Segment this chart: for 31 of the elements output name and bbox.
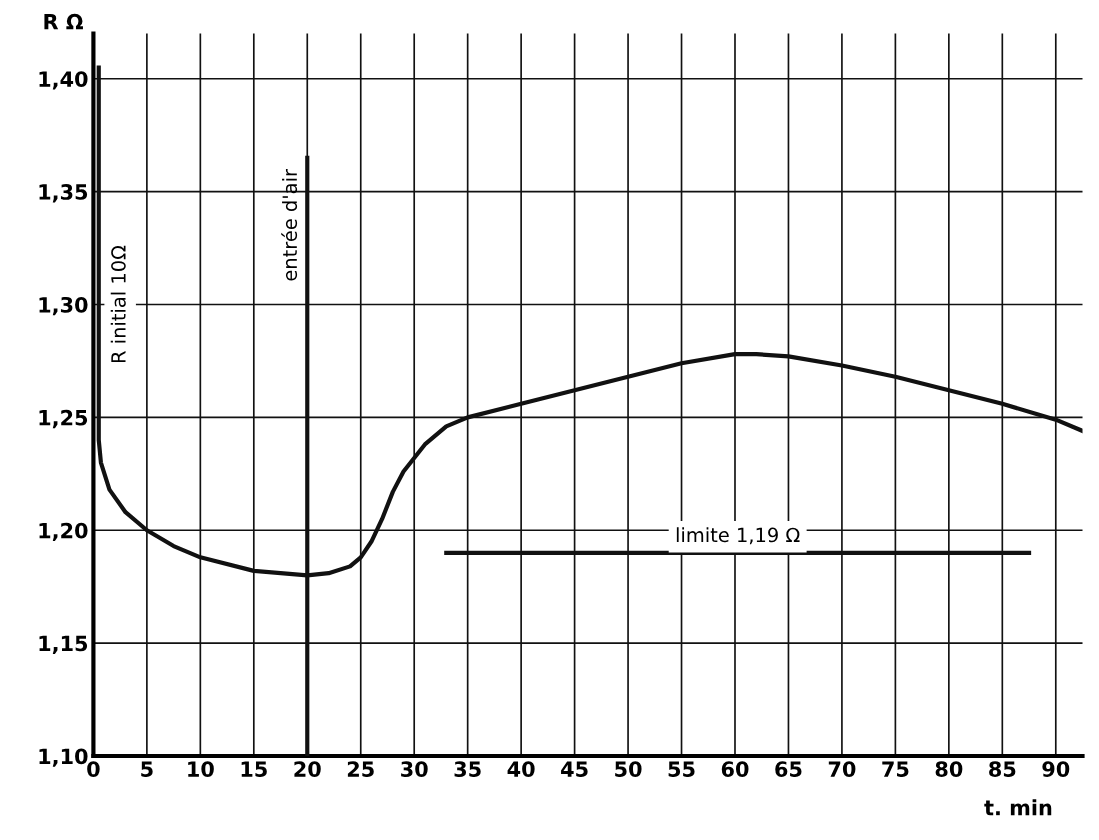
x-tick-label: 35 (454, 761, 481, 777)
annotation: R initial 10Ω (110, 245, 126, 363)
y-tick-label: 1,25 (39, 409, 88, 429)
x-tick-label: 25 (347, 761, 374, 777)
x-tick-label: 5 (141, 761, 153, 777)
y-axis-title: R Ω (44, 13, 83, 30)
x-tick-label: 75 (882, 761, 909, 777)
y-tick-label: 1,10 (39, 748, 88, 767)
y-tick-label: 1,15 (39, 635, 88, 654)
x-tick-label: 60 (721, 761, 749, 777)
x-axis-title: t. min (984, 799, 1052, 816)
x-tick-label: 90 (1042, 761, 1070, 777)
x-tick-label: 55 (668, 761, 695, 777)
series-label: limite 1,19 Ω (676, 527, 800, 545)
x-tick-label: 15 (241, 761, 267, 777)
x-tick-label: 40 (507, 761, 535, 777)
x-tick-label: 30 (401, 761, 428, 777)
x-tick-label: 70 (828, 761, 856, 777)
x-tick-label: 10 (188, 761, 214, 777)
x-tick-label: 45 (561, 761, 588, 777)
x-tick-label: 0 (87, 761, 100, 777)
x-tick-label: 50 (615, 761, 642, 777)
x-tick-label: 65 (775, 761, 802, 777)
text: entrée d'air (281, 169, 298, 281)
x-tick-label: 20 (294, 761, 321, 777)
y-tick-label: 1,35 (39, 184, 88, 203)
y-tick-label: 1,30 (39, 296, 88, 316)
x-tick-label: 85 (989, 761, 1016, 777)
y-tick-label: 1,20 (39, 522, 88, 542)
y-tick-label: 1,40 (39, 71, 88, 90)
x-tick-label: 80 (935, 761, 963, 777)
